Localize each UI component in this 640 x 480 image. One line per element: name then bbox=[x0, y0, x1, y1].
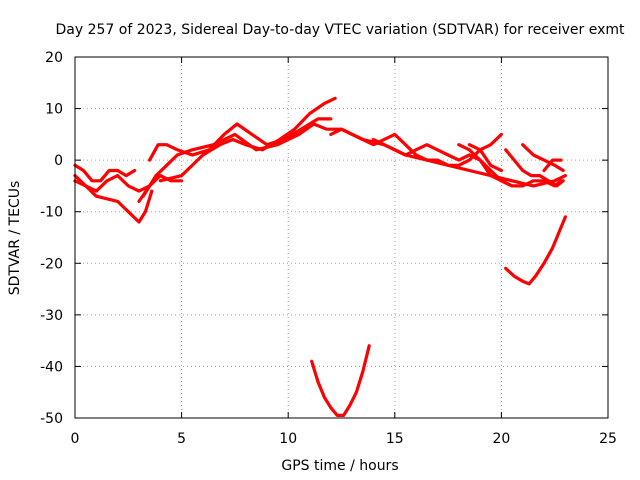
x-tick-label: 0 bbox=[71, 431, 80, 447]
y-tick-label: 0 bbox=[54, 153, 63, 169]
series-arc-5 bbox=[148, 117, 333, 162]
x-axis: 0 5 10 15 20 25 bbox=[71, 57, 617, 447]
y-tick-label: 20 bbox=[45, 50, 63, 66]
grid bbox=[75, 57, 608, 418]
y-tick-label: -20 bbox=[40, 256, 63, 272]
series-layer bbox=[73, 96, 568, 417]
series-arc-12 bbox=[504, 148, 565, 188]
series-arc-15 bbox=[504, 215, 568, 286]
series-arc-10 bbox=[457, 143, 563, 188]
y-axis: 20 10 0 -10 -20 -30 -40 -50 bbox=[40, 50, 608, 427]
series-arc-3 bbox=[73, 174, 152, 193]
x-tick-label: 20 bbox=[492, 431, 510, 447]
series-arc-14 bbox=[542, 158, 563, 173]
x-axis-label: GPS time / hours bbox=[281, 458, 398, 474]
x-tick-label: 15 bbox=[386, 431, 404, 447]
series-arc-6 bbox=[158, 96, 337, 183]
series-arc-2 bbox=[73, 163, 137, 183]
plot-frame bbox=[74, 56, 609, 419]
y-tick-label: -10 bbox=[40, 205, 63, 221]
x-tick-label: 5 bbox=[177, 431, 186, 447]
series-arc-7 bbox=[137, 174, 184, 203]
series-arc-9 bbox=[371, 137, 514, 188]
y-axis-label: SDTVAR / TECUs bbox=[7, 181, 23, 296]
y-tick-label: 10 bbox=[45, 102, 63, 118]
chart-title: Day 257 of 2023, Sidereal Day-to-day VTE… bbox=[56, 22, 626, 38]
y-tick-label: -40 bbox=[40, 359, 63, 375]
x-tick-label: 10 bbox=[279, 431, 297, 447]
x-tick-label: 25 bbox=[599, 431, 617, 447]
y-tick-label: -50 bbox=[40, 411, 63, 427]
series-arc-13 bbox=[521, 143, 565, 173]
series-arc-11 bbox=[467, 143, 503, 173]
y-tick-label: -30 bbox=[40, 308, 63, 324]
series-arc-16 bbox=[310, 344, 371, 417]
